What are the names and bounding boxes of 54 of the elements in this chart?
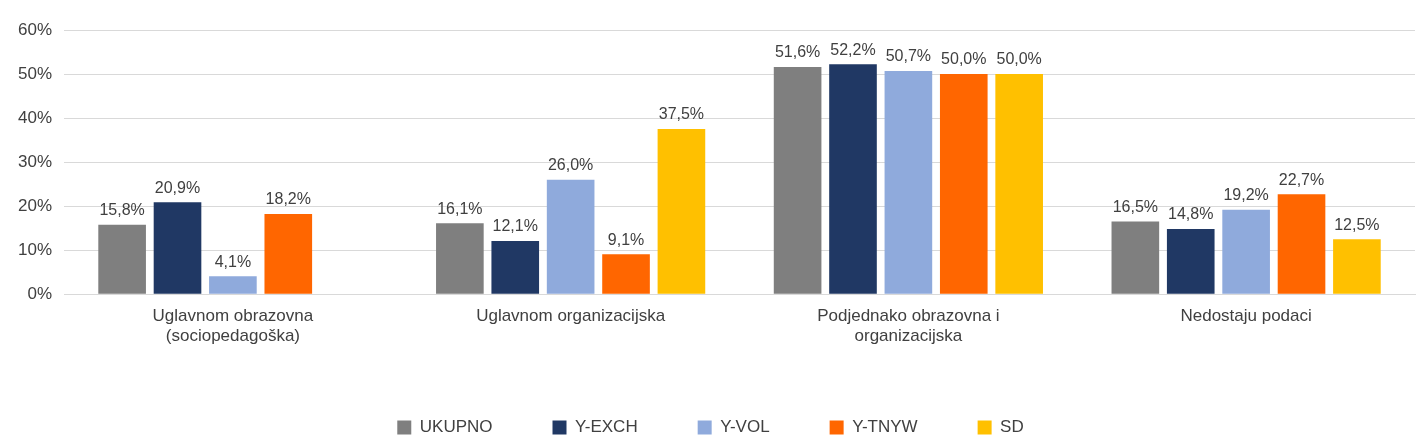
bar <box>1111 221 1160 294</box>
data-label: 4,1% <box>214 252 252 270</box>
bar <box>1333 239 1381 294</box>
data-label: 50,0% <box>996 50 1042 68</box>
data-label: 20,9% <box>154 178 201 196</box>
bar <box>264 214 313 294</box>
data-label: 12,5% <box>1334 215 1380 233</box>
x-tick-label: Podjednako obrazovna i organizacijska <box>817 306 1000 346</box>
legend-label: Y-EXCH <box>575 417 638 437</box>
y-tick-label: 60% <box>17 19 53 39</box>
data-label: 18,2% <box>265 190 311 208</box>
x-tick-label: Uglavnom obrazovna (sociopedagoška) <box>152 306 314 346</box>
bar <box>773 66 822 294</box>
y-tick-label: 50% <box>17 63 53 83</box>
data-label: 12,1% <box>492 217 538 235</box>
y-tick-label: 40% <box>17 107 53 127</box>
bar <box>939 74 988 294</box>
y-tick-label: 30% <box>17 151 53 171</box>
bar <box>1222 209 1270 294</box>
x-tick-label: Uglavnom organizacijska <box>476 306 666 326</box>
x-tick-label: Nedostaju podaci <box>1180 306 1312 326</box>
data-label: 51,6% <box>774 43 821 61</box>
bar <box>657 129 706 294</box>
y-tick-label: 0% <box>27 283 53 303</box>
bar <box>995 74 1043 294</box>
data-label: 26,0% <box>547 156 594 174</box>
data-label: 50,0% <box>941 50 987 68</box>
y-tick-label: 20% <box>17 195 53 215</box>
bar <box>1166 229 1215 294</box>
data-label: 50,7% <box>885 47 932 65</box>
data-label: 22,7% <box>1278 170 1325 188</box>
bar <box>602 254 650 294</box>
bar <box>884 70 933 294</box>
legend-label: Y-VOL <box>720 417 770 437</box>
y-tick-label: 10% <box>17 239 53 259</box>
bar <box>829 64 877 294</box>
data-label: 52,2% <box>830 40 876 58</box>
bar <box>98 224 146 294</box>
bar <box>153 202 202 294</box>
bar <box>1277 194 1326 294</box>
data-label: 15,8% <box>99 201 145 219</box>
bar <box>436 223 484 294</box>
data-label: 37,5% <box>658 105 705 123</box>
legend-label: SD <box>1000 417 1024 437</box>
bar <box>209 276 257 294</box>
data-label: 16,5% <box>1112 197 1159 215</box>
bar <box>491 240 540 294</box>
data-label: 19,2% <box>1223 186 1269 204</box>
data-label: 9,1% <box>607 230 645 248</box>
bar <box>546 179 595 294</box>
legend-label: UKUPNO <box>419 417 493 437</box>
data-label: 16,1% <box>437 199 483 217</box>
data-label: 14,8% <box>1168 205 1214 223</box>
legend-label: Y-TNYW <box>852 417 918 437</box>
